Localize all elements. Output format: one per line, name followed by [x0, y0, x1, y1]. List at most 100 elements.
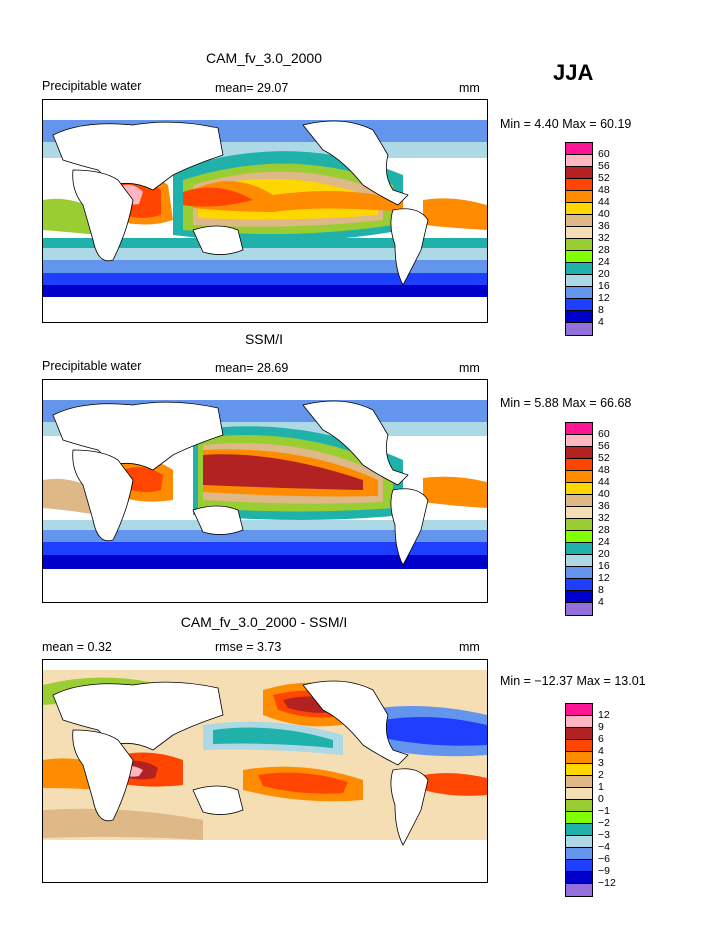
season-label: JJA	[553, 60, 594, 85]
colorbar-level-label: 9	[598, 721, 604, 733]
panel-2-minmax: Min = 5.88 Max = 66.68	[500, 396, 631, 410]
colorbar-swatch	[566, 143, 592, 155]
panel-2-colorbar	[565, 422, 593, 616]
colorbar-level-label: 20	[598, 548, 610, 560]
colorbar-level-label: 12	[598, 709, 610, 721]
panel-2-map-svg	[43, 400, 487, 602]
colorbar-level-label: 48	[598, 184, 610, 196]
colorbar-level-label: −9	[598, 865, 610, 877]
colorbar-level-label: 16	[598, 280, 610, 292]
colorbar-swatch	[566, 740, 592, 752]
colorbar-level-label: 28	[598, 524, 610, 536]
colorbar-swatch	[566, 203, 592, 215]
colorbar-level-label: 0	[598, 793, 604, 805]
panel-1-title: CAM_fv_3.0_2000	[206, 50, 322, 66]
colorbar-swatch	[566, 155, 592, 167]
panel-1-map	[42, 99, 488, 323]
colorbar-level-label: 44	[598, 476, 610, 488]
colorbar-swatch	[566, 263, 592, 275]
panel-3-continents	[52, 680, 429, 846]
colorbar-swatch	[566, 179, 592, 191]
colorbar-level-label: 16	[598, 560, 610, 572]
colorbar-level-label: −6	[598, 853, 610, 865]
colorbar-swatch	[566, 860, 592, 872]
panel-2-map	[42, 379, 488, 603]
panel-1-mean-label: mean= 29.07	[215, 81, 289, 95]
colorbar-swatch	[566, 191, 592, 203]
colorbar-swatch	[566, 471, 592, 483]
panel-1-variable-label: Precipitable water	[42, 79, 142, 93]
panel-1-min: Min = 4.40	[500, 117, 559, 131]
colorbar-level-label: 32	[598, 232, 610, 244]
panel-3-colorbar	[565, 703, 593, 897]
panel-3-max: Max = 13.01	[576, 674, 646, 688]
colorbar-level-label: 44	[598, 196, 610, 208]
colorbar-swatch	[566, 215, 592, 227]
panel-3-title: CAM_fv_3.0_2000 - SSM/I	[180, 614, 348, 630]
colorbar-level-label: 32	[598, 512, 610, 524]
colorbar-swatch	[566, 752, 592, 764]
colorbar-level-label: 60	[598, 148, 610, 160]
colorbar-swatch	[566, 776, 592, 788]
colorbar-level-label: 2	[598, 769, 604, 781]
colorbar-swatch	[566, 459, 592, 471]
colorbar-swatch	[566, 287, 592, 299]
panel-2-title: SSM/I	[244, 331, 284, 347]
panel-1-continents	[52, 120, 429, 286]
colorbar-level-label: 1	[598, 781, 604, 793]
panel-2-continents	[43, 400, 487, 602]
colorbar-level-label: 40	[598, 208, 610, 220]
colorbar-level-label: 8	[598, 584, 604, 596]
colorbar-level-label: −3	[598, 829, 610, 841]
colorbar-swatch	[566, 579, 592, 591]
colorbar-level-label: 60	[598, 428, 610, 440]
colorbar-swatch	[566, 764, 592, 776]
colorbar-level-label: 40	[598, 488, 610, 500]
colorbar-swatch	[566, 788, 592, 800]
colorbar-swatch	[566, 872, 592, 884]
colorbar-swatch	[566, 704, 592, 716]
colorbar-swatch	[566, 447, 592, 459]
panel-2-max: Max = 66.68	[562, 396, 632, 410]
panel-2-mean-label: mean= 28.69	[215, 361, 289, 375]
colorbar-level-label: −4	[598, 841, 610, 853]
colorbar-level-label: 12	[598, 572, 610, 584]
colorbar-swatch	[566, 423, 592, 435]
colorbar-swatch	[566, 812, 592, 824]
colorbar-swatch	[566, 567, 592, 579]
colorbar-swatch	[566, 728, 592, 740]
colorbar-level-label: 6	[598, 733, 604, 745]
colorbar-level-label: 36	[598, 500, 610, 512]
colorbar-level-label: 56	[598, 160, 610, 172]
colorbar-level-label: 36	[598, 220, 610, 232]
panel-2-unit-label: mm	[459, 361, 480, 375]
colorbar-level-label: 52	[598, 172, 610, 184]
panel-3-map	[42, 659, 488, 883]
colorbar-level-label: 4	[598, 745, 604, 757]
colorbar-swatch	[566, 824, 592, 836]
colorbar-level-label: 48	[598, 464, 610, 476]
colorbar-level-label: −1	[598, 805, 610, 817]
colorbar-level-label: 8	[598, 304, 604, 316]
colorbar-swatch	[566, 716, 592, 728]
colorbar-level-label: 24	[598, 536, 610, 548]
panel-3-rmse-label: rmse = 3.73	[215, 640, 282, 654]
colorbar-level-label: 28	[598, 244, 610, 256]
colorbar-swatch	[566, 555, 592, 567]
colorbar-swatch	[566, 435, 592, 447]
colorbar-swatch	[566, 543, 592, 555]
colorbar-swatch	[566, 495, 592, 507]
colorbar-swatch	[566, 848, 592, 860]
panel-3-mean-label: mean = 0.32	[42, 640, 112, 654]
colorbar-swatch	[566, 603, 592, 615]
colorbar-swatch	[566, 299, 592, 311]
panel-2-variable-label: Precipitable water	[42, 359, 142, 373]
colorbar-level-label: 12	[598, 292, 610, 304]
colorbar-swatch	[566, 800, 592, 812]
panel-3-unit-label: mm	[459, 640, 480, 654]
colorbar-level-label: 3	[598, 757, 604, 769]
colorbar-swatch	[566, 167, 592, 179]
panel-1-map-svg	[43, 120, 487, 297]
panel-2-min: Min = 5.88	[500, 396, 559, 410]
panel-1-colorbar	[565, 142, 593, 336]
